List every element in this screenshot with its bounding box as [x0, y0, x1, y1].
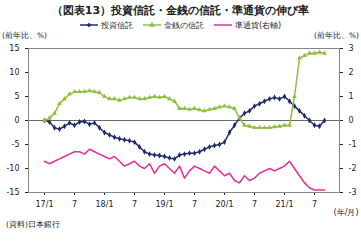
svg-text:0: 0: [349, 116, 354, 125]
svg-text:5: 5: [14, 92, 19, 101]
svg-text:-1: -1: [349, 140, 357, 149]
html-text:金銭の信託: 金銭の信託: [163, 20, 204, 30]
svg-text:-15: -15: [6, 188, 19, 197]
svg-text:7: 7: [252, 200, 257, 209]
svg-text:(年/月): (年/月): [334, 208, 359, 217]
svg-text:18/1: 18/1: [96, 200, 114, 209]
svg-text:-2: -2: [349, 164, 357, 173]
html-text:(資料)日本銀行: (資料)日本銀行: [6, 220, 60, 229]
svg-text:20/1: 20/1: [216, 200, 234, 209]
svg-text:17/1: 17/1: [36, 200, 54, 209]
html-text:(前年比、%): (前年比、%): [314, 31, 359, 40]
svg-text:1: 1: [349, 92, 354, 101]
svg-text:-3: -3: [349, 188, 357, 197]
svg-text:7: 7: [132, 200, 137, 209]
svg-text:-10: -10: [6, 164, 19, 173]
html-text:(前年比、%): (前年比、%): [2, 31, 47, 40]
svg-text:7: 7: [312, 200, 317, 209]
html-text:投資信託: 投資信託: [100, 20, 133, 30]
svg-text:-5: -5: [12, 140, 20, 149]
html-text:（図表13）投資信託・金銭の信託・準通貨の伸び率: （図表13）投資信託・金銭の信託・準通貨の伸び率: [51, 4, 310, 17]
svg-text:2: 2: [349, 68, 354, 77]
svg-text:19/1: 19/1: [156, 200, 174, 209]
svg-text:21/1: 21/1: [276, 200, 294, 209]
svg-text:10: 10: [9, 68, 19, 77]
svg-text:7: 7: [72, 200, 77, 209]
svg-text:7: 7: [192, 200, 197, 209]
svg-text:3: 3: [349, 44, 354, 53]
html-text:準通貨(右軸): 準通貨(右軸): [234, 20, 282, 30]
svg-text:0: 0: [14, 116, 19, 125]
svg-text:15: 15: [9, 44, 19, 53]
